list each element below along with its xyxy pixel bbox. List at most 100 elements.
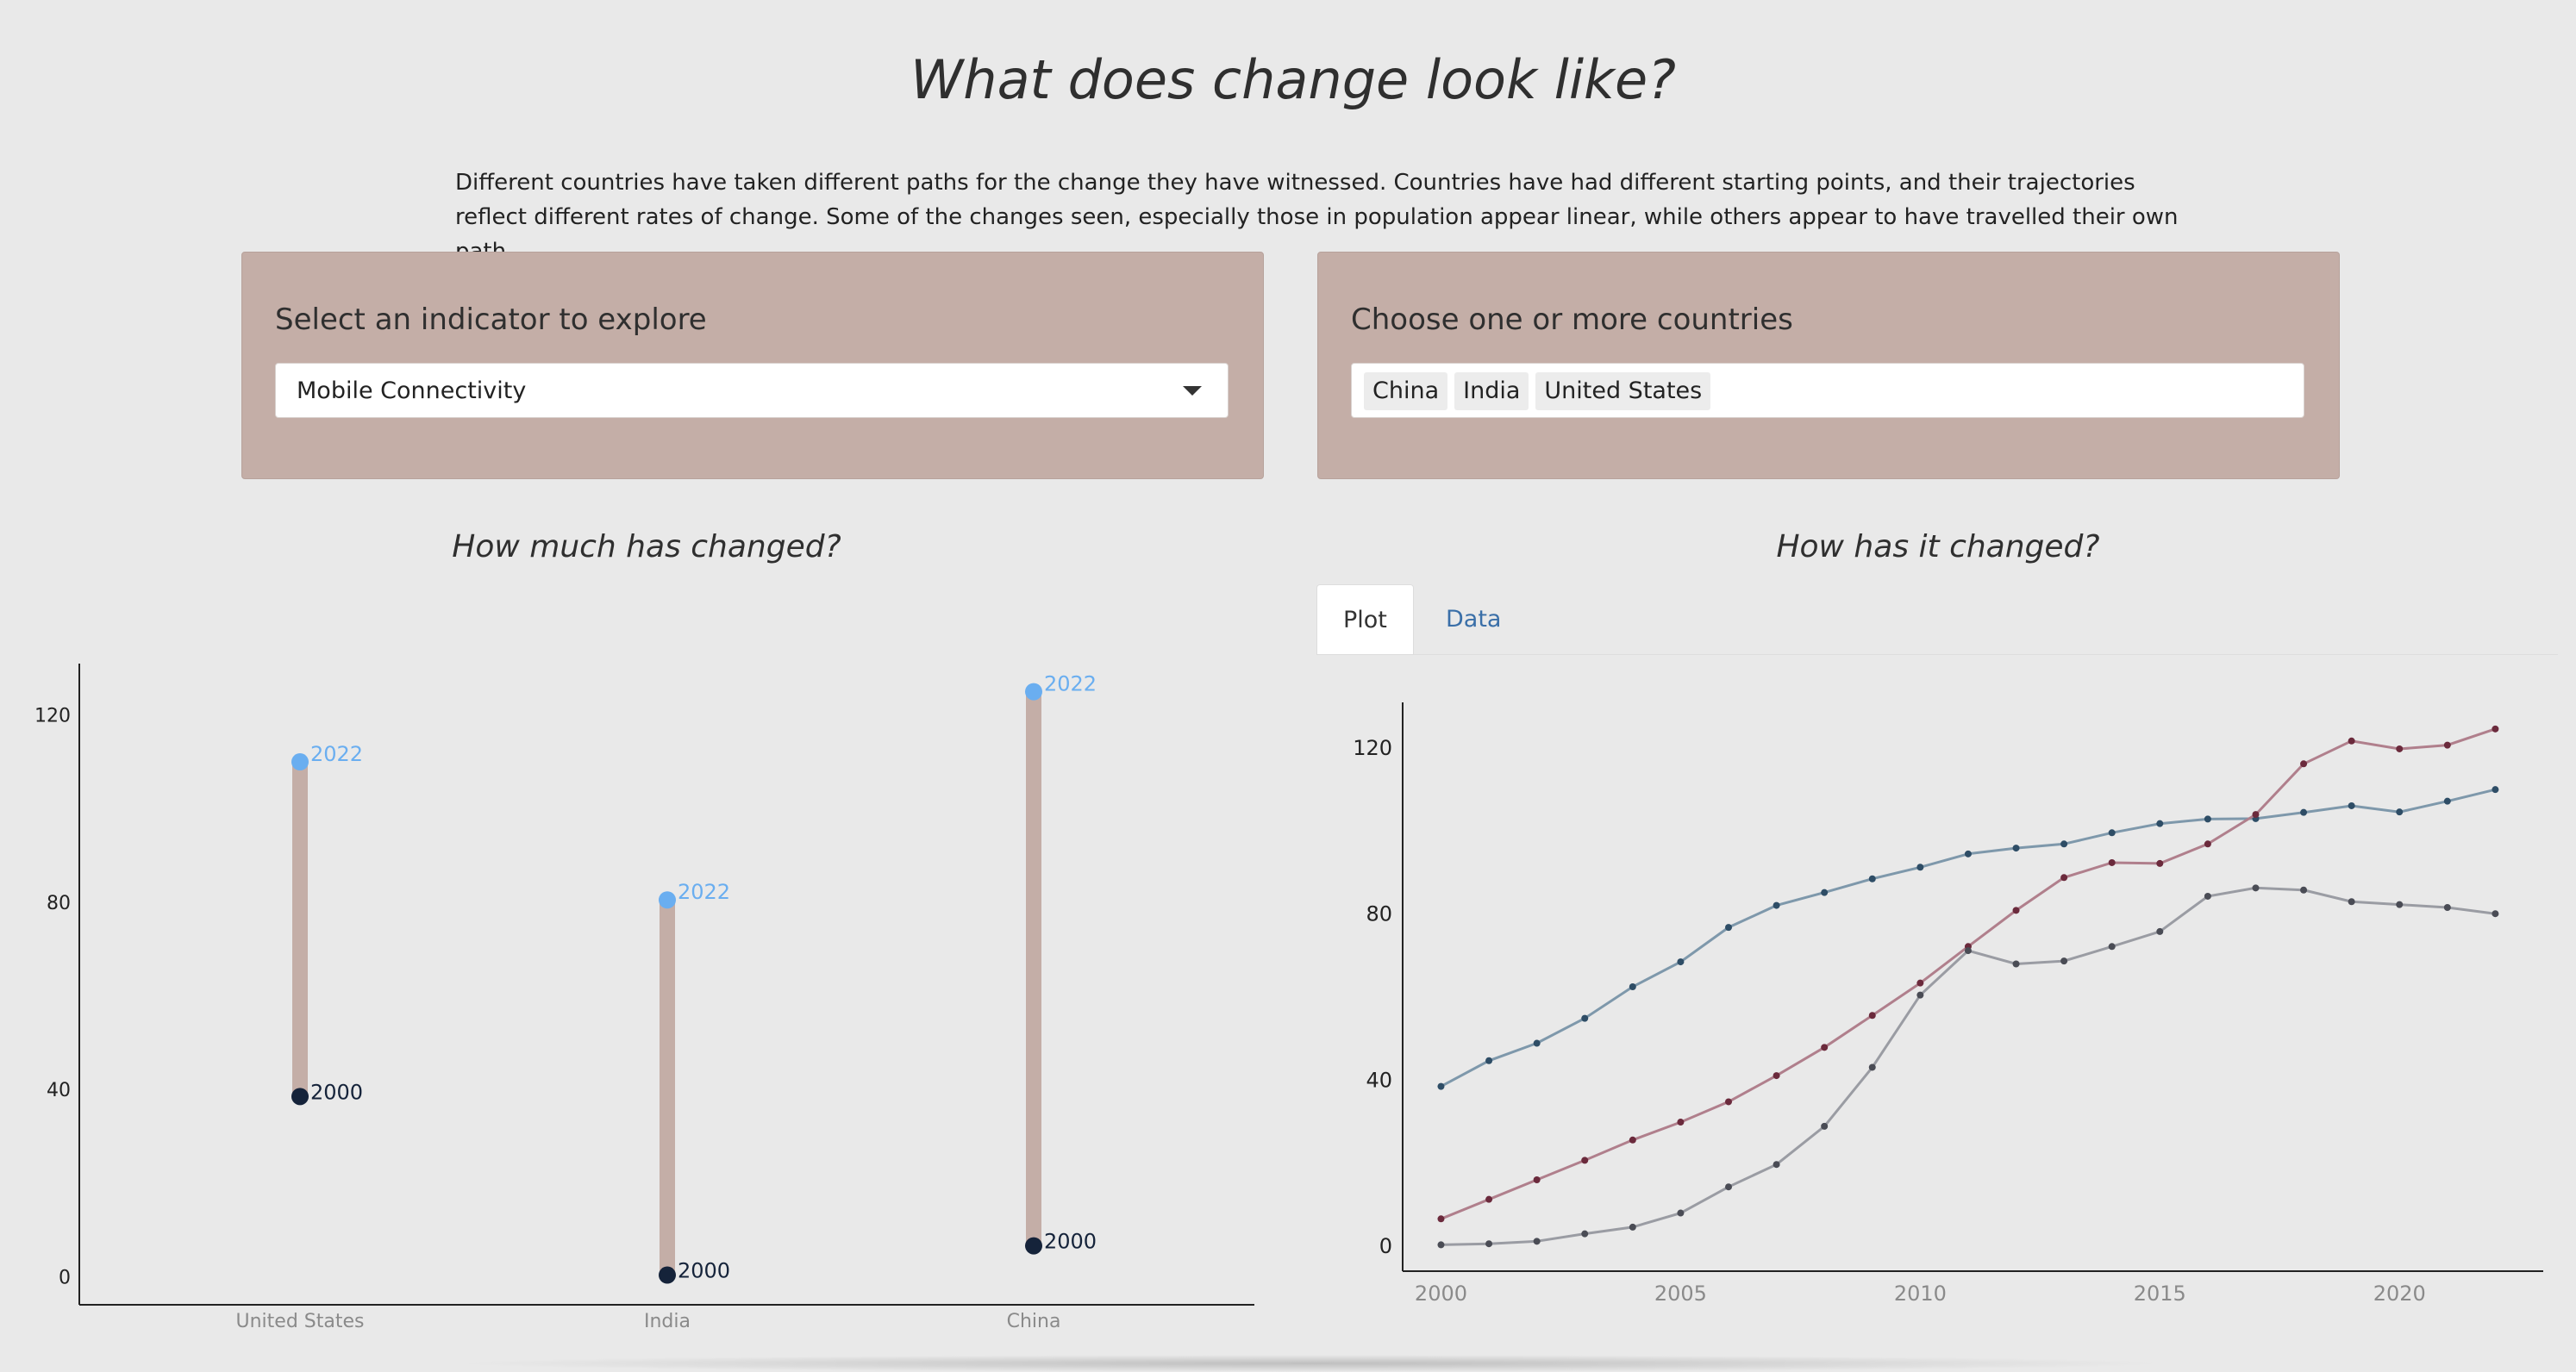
y-tick-label: 0 <box>1379 1234 1392 1258</box>
data-point <box>2060 840 2068 848</box>
data-point <box>1725 924 1732 932</box>
chevron-down-icon[interactable] <box>1183 386 1202 396</box>
footer-shadow <box>448 1355 2173 1372</box>
data-point <box>2300 760 2308 768</box>
data-point <box>1916 979 1924 987</box>
x-tick-label: 2010 <box>1894 1282 1947 1306</box>
data-point <box>1868 1012 1876 1020</box>
data-point <box>2300 886 2308 894</box>
data-point <box>2156 927 2164 935</box>
data-point <box>1485 1057 1493 1064</box>
data-point <box>1964 947 1972 955</box>
data-point <box>1868 875 1876 882</box>
data-point <box>1533 1176 1541 1184</box>
indicator-select[interactable]: Mobile Connectivity <box>275 363 1229 418</box>
right-section-title: How has it changed? <box>1776 529 2100 564</box>
x-tick-label: 2020 <box>2373 1282 2426 1306</box>
start-point <box>1025 1237 1042 1255</box>
indicator-panel: Select an indicator to explore Mobile Co… <box>241 252 1264 479</box>
data-point <box>1437 1082 1445 1090</box>
data-point <box>1629 1223 1636 1231</box>
data-point <box>1581 1230 1589 1238</box>
indicator-label: Select an indicator to explore <box>275 302 707 337</box>
data-point <box>2492 725 2499 733</box>
data-point <box>2252 884 2260 892</box>
data-point <box>2204 840 2211 848</box>
x-tick-label: 2005 <box>1654 1282 1707 1306</box>
data-point <box>2012 845 2020 852</box>
end-year-label: 2022 <box>1044 672 1097 696</box>
data-point <box>1533 1039 1541 1047</box>
x-tick-label: China <box>1007 1311 1061 1332</box>
series-line <box>1440 788 2496 1088</box>
y-tick-label: 80 <box>1366 902 1392 926</box>
data-point <box>2300 808 2308 816</box>
data-point <box>1916 991 1924 999</box>
country-chip[interactable]: China <box>1364 372 1448 410</box>
data-point <box>2060 874 2068 882</box>
data-point <box>2060 957 2068 965</box>
data-point <box>1916 864 1924 871</box>
data-point <box>2443 797 2451 805</box>
data-point <box>2396 745 2404 752</box>
tab-plot[interactable]: Plot <box>1316 584 1414 655</box>
country-chip[interactable]: United States <box>1535 372 1711 410</box>
series-line <box>1440 727 2496 1220</box>
data-point <box>1821 1044 1829 1051</box>
data-point <box>2204 892 2211 900</box>
dumbbell-chart: 0 40 80 120 2000 2022 United States 2000 2022 Ind… <box>34 664 1254 1332</box>
data-point <box>1533 1238 1541 1245</box>
x-tick-label: India <box>644 1311 691 1332</box>
start-point <box>659 1266 676 1284</box>
data-point <box>2156 859 2164 867</box>
x-tick-label: United States <box>236 1311 365 1332</box>
country-chips: China India United States <box>1364 372 1711 410</box>
data-point <box>2204 815 2211 823</box>
data-point <box>1964 850 1972 858</box>
data-point <box>2012 907 2020 914</box>
data-point <box>1629 983 1636 990</box>
series-line <box>1441 886 2496 1246</box>
country-label: Choose one or more countries <box>1351 302 1793 337</box>
country-multiselect[interactable]: China India United States <box>1351 363 2304 418</box>
country-chip[interactable]: India <box>1454 372 1529 410</box>
data-point <box>2108 943 2116 951</box>
data-point <box>1677 1119 1685 1126</box>
data-point <box>1677 1209 1685 1217</box>
y-tick-label: 80 <box>47 893 71 914</box>
data-point <box>2396 901 2404 908</box>
left-section-title: How much has changed? <box>452 529 841 564</box>
data-point <box>1773 1072 1780 1080</box>
page-title: What does change look like? <box>910 48 1677 111</box>
data-point <box>1581 1157 1589 1164</box>
x-tick-label: 2015 <box>2134 1282 2186 1306</box>
data-point <box>2348 801 2355 809</box>
data-point <box>1437 1241 1445 1249</box>
data-point <box>1485 1195 1493 1203</box>
data-point <box>2348 898 2355 906</box>
data-point <box>1868 1063 1876 1071</box>
tab-data[interactable]: Data <box>1446 606 1502 633</box>
data-point <box>2492 786 2499 794</box>
end-point <box>659 891 676 909</box>
data-point <box>2443 741 2451 749</box>
intro-text: Different countries have taken different… <box>455 170 2179 265</box>
data-point <box>1821 889 1829 896</box>
data-point <box>1485 1240 1493 1248</box>
data-point <box>1773 1161 1780 1169</box>
end-year-label: 2022 <box>678 880 730 904</box>
tab-divider <box>1316 654 2558 655</box>
data-point <box>2012 960 2020 968</box>
line-chart: 0 40 80 120 2000 2005 2010 2015 2020 <box>1353 702 2543 1306</box>
data-point <box>2252 811 2260 819</box>
x-tick-label: 2000 <box>1415 1282 1467 1306</box>
end-point <box>1025 683 1042 701</box>
data-point <box>1437 1215 1445 1223</box>
data-point <box>1677 958 1685 966</box>
y-tick-label: 40 <box>1366 1068 1392 1092</box>
end-point <box>291 753 309 771</box>
y-tick-label: 120 <box>1353 736 1392 760</box>
y-tick-label: 40 <box>47 1080 71 1101</box>
data-point <box>2348 737 2355 745</box>
data-point <box>2108 858 2116 866</box>
